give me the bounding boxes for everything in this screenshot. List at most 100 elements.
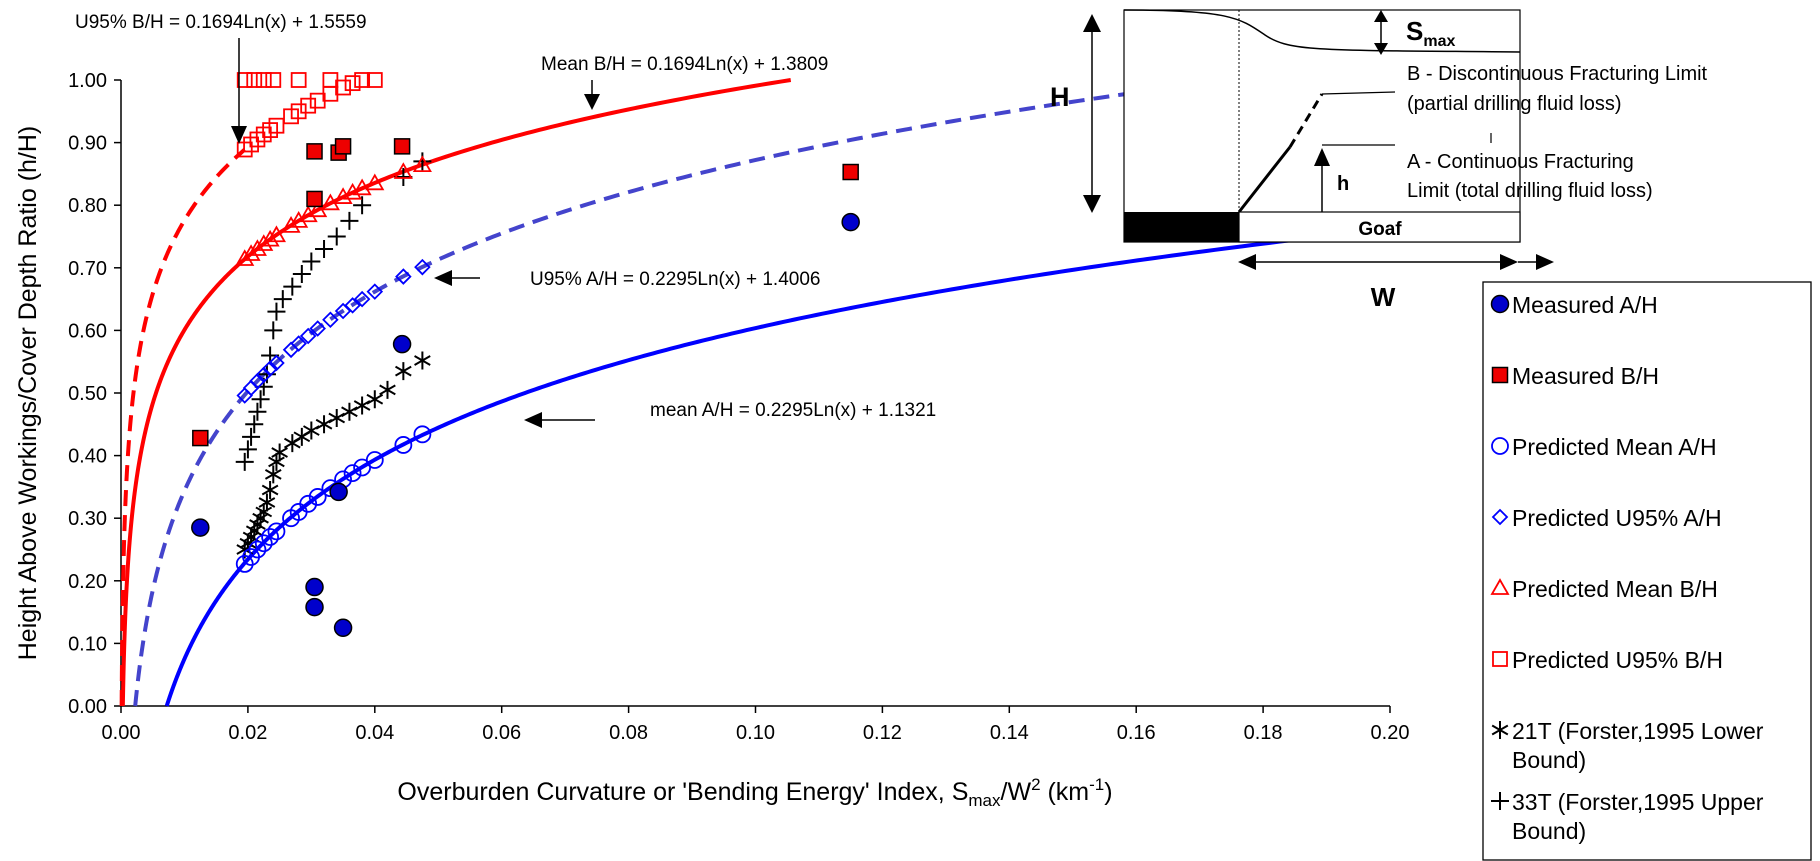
series-0-point [841,212,860,232]
series-2-point [248,540,267,559]
fit-curve-2 [133,80,1213,707]
series-7-point [264,321,283,340]
series-7-point [251,390,270,409]
y-tick-label: 0.60 [68,320,107,342]
series-7-point [238,440,257,459]
series-4-point [412,155,432,173]
inset-goaf-block [1238,211,1521,243]
series-4-point [266,225,287,243]
legend-label-2: Predicted Mean A/H [1512,434,1717,460]
annotation-u95-bh-arrowhead [231,126,247,144]
inset-H-arrowhead-down [1083,195,1101,213]
legend-label-7: 33T (Forster,1995 Upper [1512,789,1764,815]
series-3-point [261,360,279,377]
inset-W-label: W [1371,282,1396,312]
series-7-point [315,240,334,259]
inset-a-label-line2: Limit (total drilling fluid loss) [1407,180,1653,202]
x-tick-label: 0.10 [736,722,775,744]
legend-marker-0 [1490,294,1510,314]
legend-marker-5 [1492,651,1508,667]
series-1-point [842,163,859,181]
annotation-mean-ah: mean A/H = 0.2295Ln(x) + 1.1321 [650,400,936,421]
inset-b-label-line1: B - Discontinuous Fracturing Limit [1407,63,1708,85]
y-axis-title: Height Above Workings/Cover Depth Ratio … [14,126,42,661]
inset-fracture-solid [1237,146,1292,213]
series-2-point [308,488,327,506]
series-2-point [394,436,413,454]
legend-marker-1 [1491,366,1509,384]
series-7-point [242,427,261,446]
legend-marker-6 [1491,721,1509,739]
inset-workings-block [1124,212,1239,242]
y-tick-label: 0.40 [68,446,107,468]
series-3-point [309,320,326,337]
y-tick-label: 0.80 [68,195,107,217]
inset-smax-arrowhead-up [1374,10,1388,22]
series-7-point [292,265,311,284]
series-2-point [365,451,384,469]
x-tick-label: 0.20 [1371,722,1410,744]
annotations: U95% B/H = 0.1694Ln(x) + 1.5559 Mean B/H… [75,12,936,428]
series-0-point [392,334,412,354]
series-6-point [303,421,320,440]
inset-H-arrowhead-up [1083,14,1101,32]
inset-W-arrowhead-left [1238,254,1256,270]
series-0-point [333,618,353,637]
series-4-point [352,178,372,196]
x-tick-label: 0.12 [863,722,902,744]
series-1-point [306,190,323,208]
x-tick-label: 0.02 [228,722,267,744]
series-6-point [252,509,269,528]
x-tick-label: 0.14 [990,722,1029,744]
series-6-point [293,427,311,446]
series-6-point [264,465,282,484]
series-4-point [247,239,267,256]
inset-W-arrowhead-far-right [1536,254,1554,270]
legend-label-1: Measured B/H [1512,363,1659,389]
series-4-point [235,249,255,266]
series-2-point [235,554,254,573]
series-5-point [268,117,285,134]
series-6-point [255,502,273,521]
legend-label-5: Predicted U95% B/H [1512,647,1723,673]
inset-smax-arrowhead-down [1374,43,1388,55]
series-4-point [260,229,280,247]
series-7-point [245,415,264,434]
series-7-point [267,302,286,321]
series-5-point [354,72,371,88]
series-6-point [245,521,263,540]
series-4-point [320,193,340,211]
series-7-point [273,290,292,309]
fit-curve-3 [164,238,1289,707]
inset-subsidence-profile [1123,9,1521,53]
series-6-point [395,362,412,381]
x-tick-label: 0.06 [482,722,521,744]
series-7-point [235,452,254,471]
y-tick-label: 1.00 [68,70,107,92]
series-6-point [258,493,276,512]
series-0-point [191,518,210,537]
series-4-point [365,173,385,191]
series-7-point [394,168,413,187]
series-5-point [246,72,263,88]
legend-marker-2 [1491,437,1509,455]
series-4-point [281,216,301,233]
legend-label-4: Predicted Mean B/H [1512,576,1718,602]
series-5-point [290,103,307,120]
series-7-point [283,277,302,296]
series-2-point [261,528,280,546]
series-3-point [299,327,317,345]
y-tick-label: 0.30 [68,508,107,530]
series-6-point [341,402,358,421]
series-5-point [366,72,383,88]
inset-smax-label: Smax [1406,16,1455,50]
annotation-mean-bh: Mean B/H = 0.1694Ln(x) + 1.3809 [541,54,828,75]
x-axis-title: Overburden Curvature or 'Bending Energy'… [397,775,1112,810]
inset-W-arrowhead-right [1500,254,1518,270]
inset-fracture-dashed [1288,93,1324,148]
legend-label-0: Measured A/H [1512,292,1658,318]
series-6-point [328,409,346,428]
inset-b-leader [1321,91,1396,95]
x-tick-label: 0.16 [1117,722,1156,744]
x-tick-label: 0.04 [355,722,394,744]
